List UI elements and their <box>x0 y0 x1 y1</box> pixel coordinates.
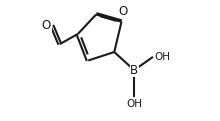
Text: O: O <box>118 5 127 18</box>
Text: B: B <box>130 64 138 77</box>
Text: O: O <box>42 19 51 32</box>
Text: OH: OH <box>126 99 142 109</box>
Text: OH: OH <box>154 52 170 62</box>
